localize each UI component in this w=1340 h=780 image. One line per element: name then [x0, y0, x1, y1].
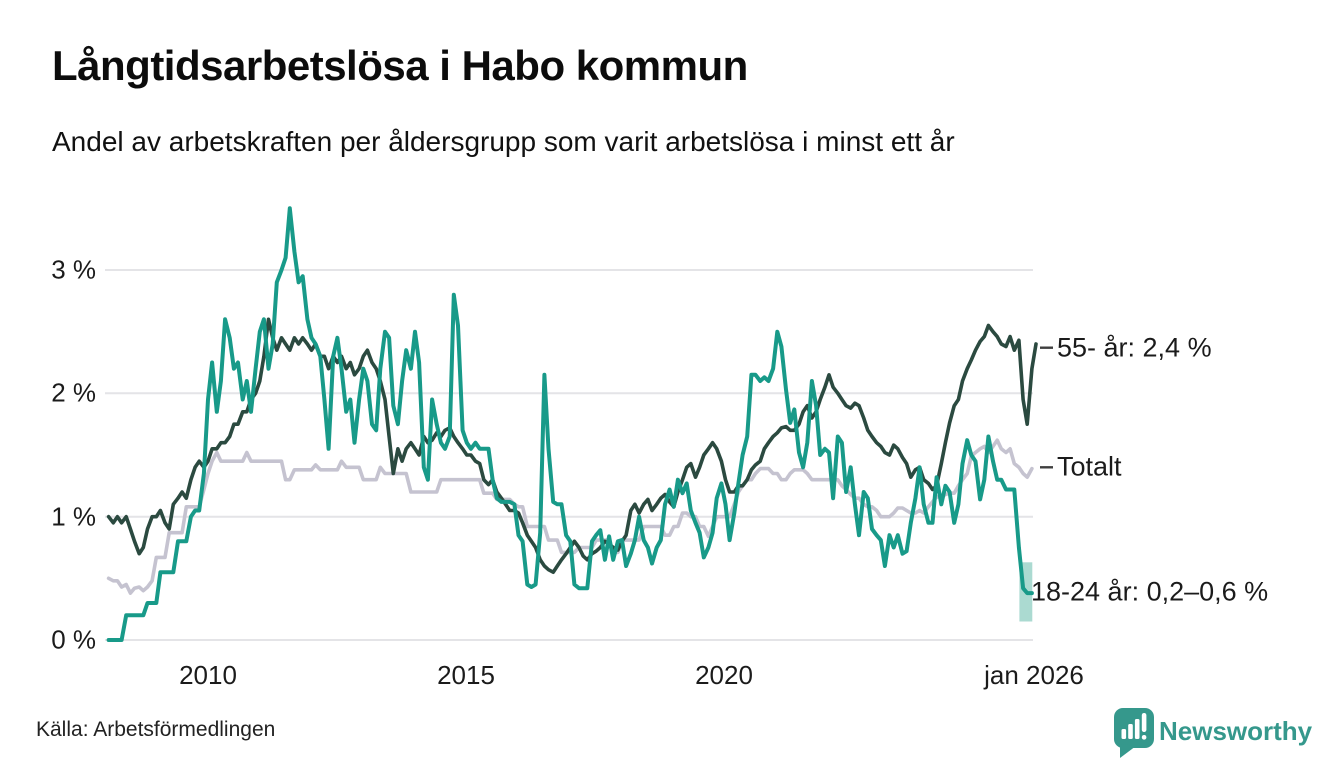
series-line-18-24-ar — [106, 206, 1034, 642]
y-axis-tick-0: 0 % — [51, 624, 96, 655]
bar-chart-bar-medium-icon — [1128, 724, 1133, 739]
series-label-18-24-ar: 18-24 år: 0,2–0,6 % — [1031, 576, 1269, 607]
x-axis-tick-2015: 2015 — [437, 660, 495, 690]
y-axis-tick-3: 3 % — [51, 254, 96, 285]
y-axis-tick-2: 2 % — [51, 377, 96, 408]
page-title: Långtidsarbetslösa i Habo kommun — [52, 42, 748, 89]
y-axis-tick-1: 1 % — [51, 501, 96, 532]
source-note: Källa: Arbetsförmedlingen — [36, 718, 276, 741]
series-label-totalt: Totalt — [1057, 451, 1122, 482]
x-axis-tick-jan-2026: jan 2026 — [984, 660, 1084, 690]
speech-bubble-body — [1114, 708, 1154, 748]
exclamation-bar-icon — [1141, 713, 1147, 732]
speech-bubble-tail — [1120, 744, 1136, 758]
newsworthy-logo-icon — [1114, 708, 1154, 758]
speech-bubble-icon — [1114, 708, 1154, 758]
brand-wordmark: Newsworthy — [1159, 716, 1313, 746]
bar-chart-bar-large-icon — [1134, 719, 1140, 739]
exclamation-dot-icon — [1141, 735, 1147, 740]
series-label-55-ar: 55- år: 2,4 % — [1057, 332, 1212, 363]
x-axis-tick-2020: 2020 — [695, 660, 753, 690]
x-axis-tick-2010: 2010 — [179, 660, 237, 690]
page-subtitle: Andel av arbetskraften per åldersgrupp s… — [52, 126, 955, 157]
bar-chart-bar-small-icon — [1121, 729, 1127, 739]
